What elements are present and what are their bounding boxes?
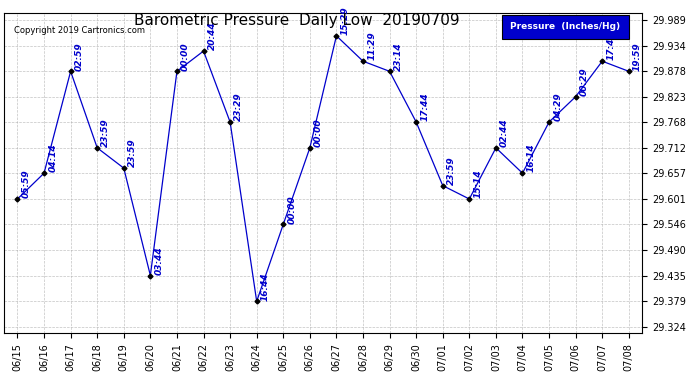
Text: 23:59: 23:59 [101,118,110,147]
Text: 17:44: 17:44 [420,93,429,121]
Text: 23:29: 23:29 [235,93,244,121]
Text: 15:29: 15:29 [341,6,350,35]
Text: 04:14: 04:14 [48,144,57,172]
Text: 19:59: 19:59 [633,42,642,70]
Text: 02:59: 02:59 [75,42,83,70]
Text: 23:14: 23:14 [394,42,403,70]
Text: 00:29: 00:29 [580,67,589,96]
Text: Barometric Pressure  Daily Low  20190709: Barometric Pressure Daily Low 20190709 [134,13,460,28]
Text: 00:00: 00:00 [181,42,190,70]
Text: Pressure  (Inches/Hg): Pressure (Inches/Hg) [511,22,620,32]
Text: 00:00: 00:00 [314,118,323,147]
Text: 16:44: 16:44 [261,272,270,300]
Text: 16:14: 16:14 [526,144,535,172]
Text: 15:14: 15:14 [473,170,482,198]
Text: 17:44: 17:44 [607,32,615,60]
Text: 20:44: 20:44 [208,22,217,50]
Text: 05:59: 05:59 [21,170,30,198]
Text: 23:59: 23:59 [447,156,456,185]
Text: 03:44: 03:44 [155,246,164,275]
Text: 11:29: 11:29 [367,32,376,60]
Text: 23:59: 23:59 [128,139,137,167]
Text: 00:00: 00:00 [288,195,297,223]
Text: 02:44: 02:44 [500,118,509,147]
Text: Copyright 2019 Cartronics.com: Copyright 2019 Cartronics.com [14,26,145,35]
Text: 04:29: 04:29 [553,93,562,121]
